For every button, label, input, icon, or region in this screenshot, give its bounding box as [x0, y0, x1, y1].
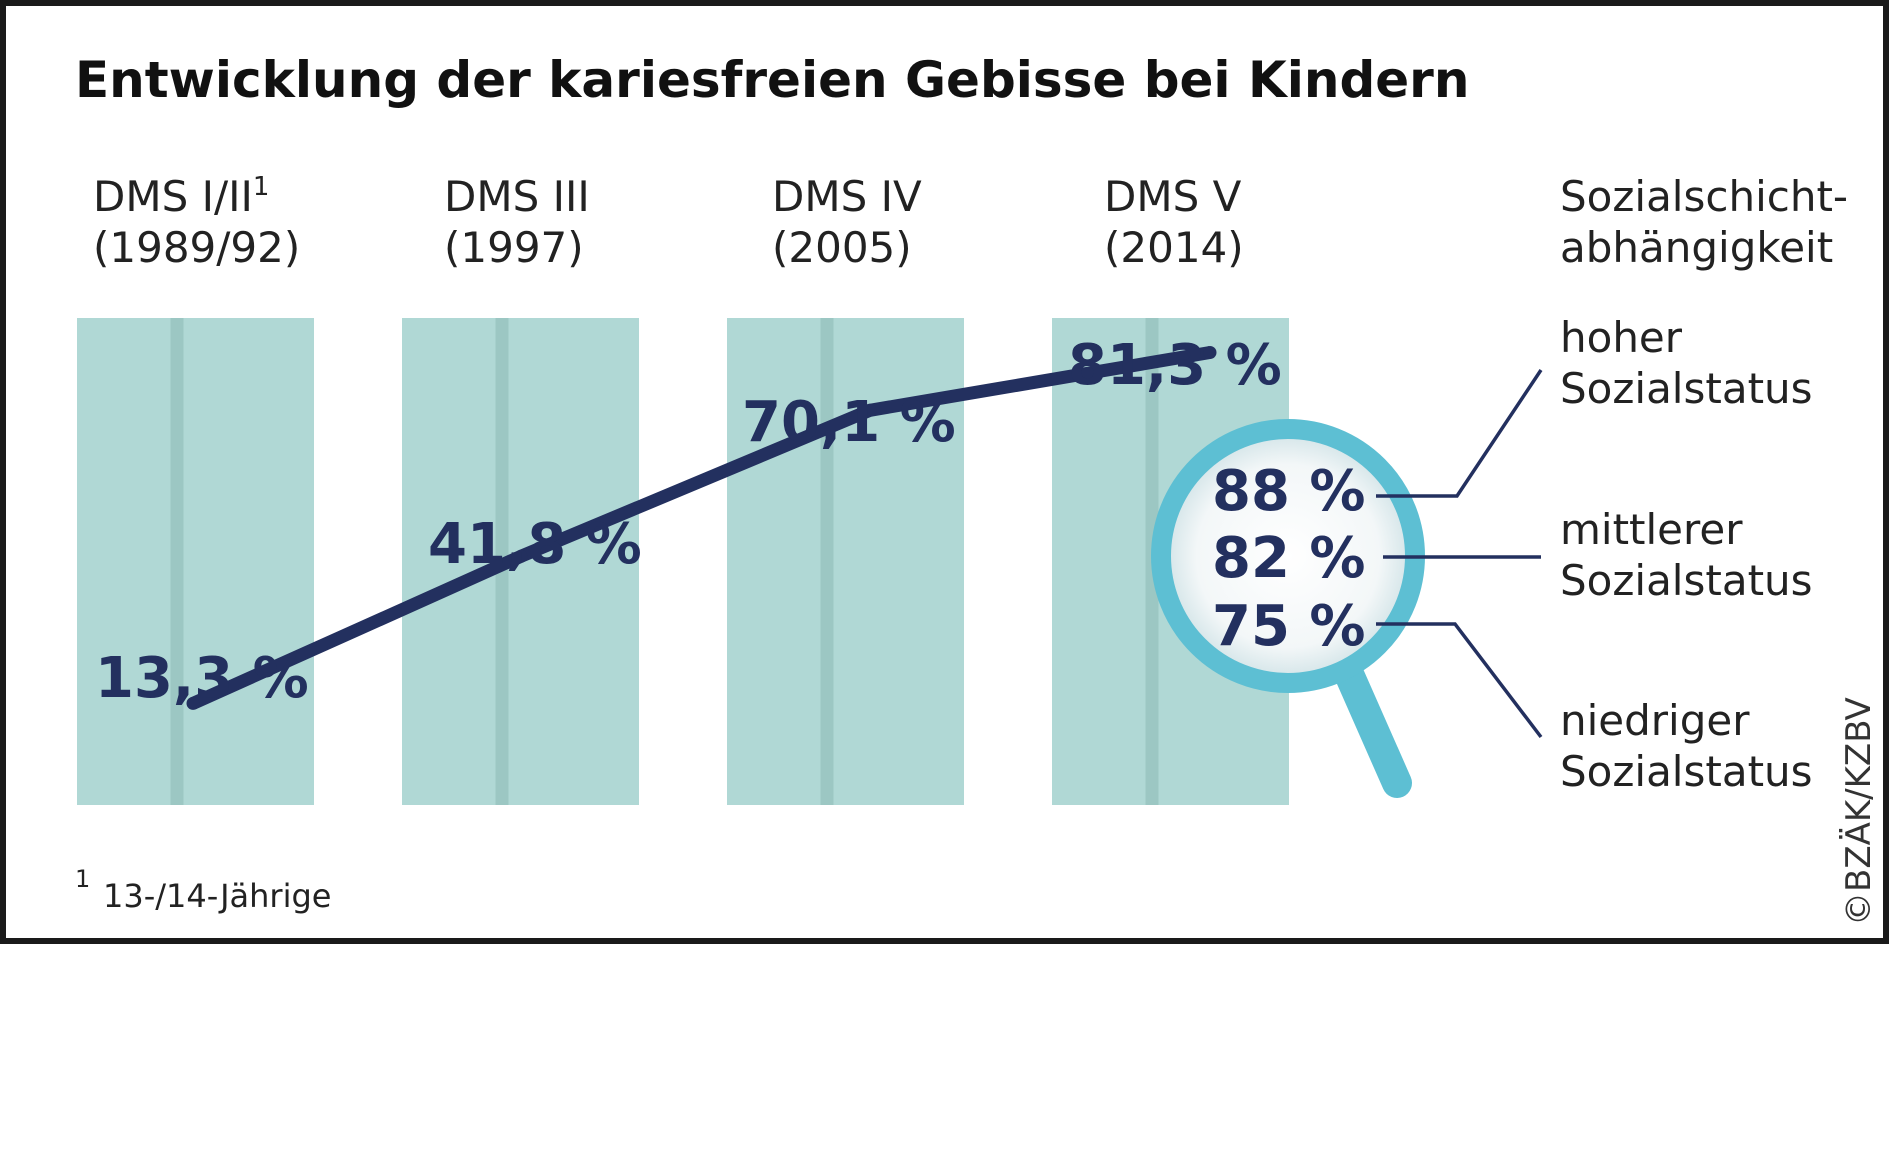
- social-value-3: 75 %: [1212, 594, 1366, 659]
- social-status-line: Sozialstatus: [1560, 364, 1813, 413]
- category-year-1: (1989/92): [93, 223, 300, 272]
- social-connector-3: [1376, 622, 1543, 739]
- column-stripe-3: [820, 318, 834, 805]
- copyright: ©BZÄK/KZBV: [1839, 697, 1879, 926]
- data-point-3: [863, 403, 877, 417]
- value-label-2: 41,8 %: [428, 512, 642, 577]
- value-label-3: 70,1 %: [742, 390, 956, 455]
- social-gradient: Sozialschicht- abhängigkeit 88 %hoher Soz…: [1212, 172, 1861, 796]
- category-labels: DMS I/II1(1989/92)DMS III(1997)DMS IV(20…: [93, 172, 1244, 272]
- social-status-label-3: niedriger Sozialstatus: [1560, 696, 1813, 796]
- category-label-4: DMS V: [1104, 172, 1242, 221]
- category-superscript: 1: [253, 172, 270, 202]
- social-status-label-2: mittlerer Sozialstatus: [1560, 505, 1813, 605]
- data-point-4: [1203, 346, 1217, 359]
- value-label-4: 81,3 %: [1068, 333, 1282, 398]
- column-stripe-1: [170, 318, 184, 805]
- category-label-3: DMS IV: [772, 172, 922, 221]
- chart-title: Entwicklung der kariesfreien Gebisse bei…: [75, 51, 1469, 109]
- social-value-1: 88 %: [1212, 459, 1366, 524]
- social-status-line: Sozialstatus: [1560, 556, 1813, 605]
- category-label-2: DMS III: [444, 172, 590, 221]
- social-status-line: mittlerer: [1560, 505, 1743, 554]
- social-connector-1: [1376, 369, 1543, 498]
- social-heading-line-2: abhängigkeit: [1560, 223, 1833, 272]
- category-label-1: DMS I/II1: [93, 172, 269, 221]
- footnote-text: 13-/14-Jährige: [103, 877, 331, 915]
- category-year-3: (2005): [772, 223, 912, 272]
- category-year-2: (1997): [444, 223, 584, 272]
- data-point-1: [186, 696, 200, 710]
- footnote: 1 13-/14-Jährige: [75, 857, 331, 915]
- trend-line: [190, 346, 1212, 710]
- social-heading-line-1: Sozialschicht-: [1560, 172, 1848, 221]
- value-label-1: 13,3 %: [95, 646, 309, 711]
- social-heading: Sozialschicht- abhängigkeit: [1560, 172, 1861, 272]
- social-status-line: Sozialstatus: [1560, 747, 1813, 796]
- footnote-mark: 1: [75, 865, 90, 893]
- columns: [77, 318, 1289, 805]
- magnifier-handle: [1330, 650, 1412, 798]
- value-labels: 13,3 % 41,8 % 70,1 % 81,3 %: [95, 333, 1282, 711]
- social-status-line: hoher: [1560, 313, 1683, 362]
- column-bg-1: [77, 318, 314, 805]
- social-status-line: niedriger: [1560, 696, 1750, 745]
- category-year-4: (2014): [1104, 223, 1244, 272]
- data-point-2: [514, 549, 528, 563]
- social-value-2: 82 %: [1212, 526, 1366, 591]
- social-status-label-1: hoher Sozialstatus: [1560, 313, 1813, 413]
